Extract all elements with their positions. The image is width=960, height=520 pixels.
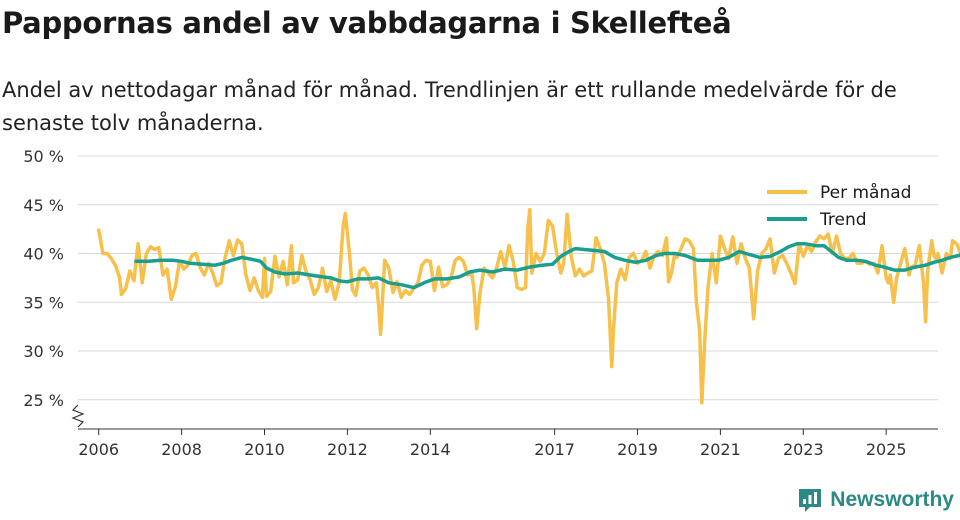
x-tick-label: 2025: [866, 440, 907, 459]
y-tick-label: 50 %: [23, 150, 64, 166]
brand-logo: Newsworthy: [796, 486, 954, 514]
axis-break-icon: [71, 404, 85, 428]
x-tick-label: 2008: [161, 440, 202, 459]
x-tick-label: 2019: [617, 440, 658, 459]
chart-subtitle: Andel av nettodagar månad för månad. Tre…: [2, 78, 897, 135]
series-line-trend: [134, 242, 960, 290]
y-tick-label: 40 %: [23, 245, 64, 264]
x-tick-label: 2023: [783, 440, 824, 459]
y-tick-label: 35 %: [23, 293, 64, 312]
line-chart: 25 % 30 % 35 % 40 % 45 % 50 % 2006 2008 2010 2012…: [23, 150, 960, 459]
x-tick-label: 2017: [534, 440, 575, 459]
y-tick-label: 25 %: [23, 391, 64, 410]
newsworthy-logo-icon: [799, 489, 822, 512]
x-tick-label: 2012: [327, 440, 368, 459]
x-tick-label: 2006: [78, 440, 119, 459]
legend-label: Trend: [819, 210, 867, 230]
x-tick-label: 2021: [700, 440, 741, 459]
legend-label: Per månad: [820, 182, 911, 203]
series-line-per-manad: [96, 207, 960, 405]
brand-name: Newsworthy: [830, 488, 954, 511]
y-tick-label: 30 %: [23, 342, 64, 361]
x-tick-label: 2010: [244, 440, 285, 459]
chart-title: Pappornas andel av vabbdagarna i Skellef…: [2, 6, 732, 40]
y-tick-label: 45 %: [23, 196, 64, 215]
x-tick-label: 2014: [410, 440, 451, 459]
